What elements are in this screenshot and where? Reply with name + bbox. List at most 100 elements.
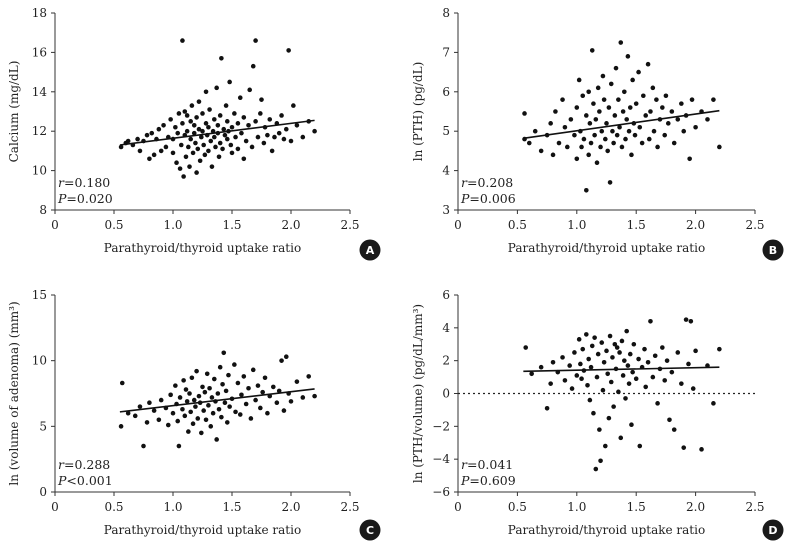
data-point — [550, 152, 556, 158]
data-point — [190, 150, 196, 156]
data-point — [206, 124, 211, 130]
data-point — [223, 388, 229, 394]
x-tick-label: 1.0 — [163, 500, 182, 514]
data-point — [210, 410, 216, 416]
data-point — [247, 87, 252, 93]
data-point — [611, 140, 616, 146]
x-tick-label: 2.5 — [745, 218, 764, 232]
y-tick-label: 16 — [32, 45, 47, 59]
data-point — [163, 144, 169, 150]
data-point — [562, 124, 568, 130]
data-point — [207, 107, 212, 112]
data-point — [174, 160, 179, 166]
data-point — [683, 317, 689, 322]
data-point — [610, 128, 615, 134]
data-point — [243, 401, 249, 407]
data-point — [184, 113, 190, 118]
data-point — [605, 371, 610, 377]
r-value: =0.208 — [467, 175, 513, 190]
data-point — [267, 117, 273, 122]
data-point — [624, 117, 629, 122]
data-point — [607, 180, 613, 185]
regression-line — [119, 119, 315, 146]
data-point — [646, 136, 652, 142]
data-point — [632, 132, 638, 138]
data-point — [564, 144, 570, 150]
data-point — [630, 77, 635, 83]
data-point — [194, 115, 199, 120]
x-axis-title: Parathyroid/thyroid uptake ratio — [104, 523, 301, 537]
y-tick-label: 2 — [442, 354, 450, 368]
y-tick-label: −6 — [432, 485, 450, 499]
data-point — [589, 343, 595, 349]
data-point — [283, 126, 289, 132]
data-point — [216, 154, 222, 160]
data-point — [569, 386, 575, 391]
data-point — [286, 48, 291, 53]
panel-badge-label: C — [366, 524, 374, 537]
data-point — [239, 130, 244, 136]
data-point — [601, 360, 607, 365]
x-tick-label: 1.5 — [222, 500, 241, 514]
data-point — [626, 381, 632, 386]
y-tick-label: 0 — [442, 387, 450, 401]
data-point — [191, 397, 197, 403]
data-point — [180, 406, 185, 412]
p-symbol: P — [57, 473, 67, 488]
data-point — [213, 144, 218, 150]
data-point — [522, 111, 527, 116]
data-point — [246, 385, 251, 391]
data-point — [593, 466, 599, 472]
data-point — [144, 132, 150, 138]
data-point — [619, 338, 625, 344]
data-point — [665, 121, 671, 126]
data-point — [151, 408, 157, 413]
data-point — [184, 128, 190, 134]
y-tick-label: 12 — [32, 124, 47, 138]
data-point — [212, 134, 217, 140]
data-point — [195, 416, 201, 421]
y-axis-title: ln (PTH/volume) (pg/dL/mm³) — [411, 304, 425, 483]
data-point — [274, 400, 280, 405]
panel-badge-circle — [359, 239, 381, 261]
data-point — [618, 40, 624, 45]
x-tick-label: 2.0 — [281, 500, 300, 514]
data-point — [574, 105, 580, 110]
data-point — [562, 378, 568, 383]
data-point — [650, 85, 656, 91]
data-point — [250, 367, 256, 373]
data-point — [688, 318, 694, 324]
data-point — [639, 140, 645, 146]
data-point — [170, 410, 176, 416]
data-point — [151, 152, 157, 158]
data-point — [645, 61, 651, 67]
data-point — [548, 121, 553, 126]
data-point — [597, 109, 602, 114]
data-point — [538, 364, 544, 370]
data-point — [300, 134, 306, 140]
data-point — [168, 392, 173, 398]
data-point — [650, 374, 656, 380]
data-point — [222, 132, 228, 138]
data-points — [118, 38, 317, 179]
data-point — [232, 111, 237, 116]
y-tick-label: −2 — [432, 419, 450, 433]
data-point — [585, 382, 590, 388]
data-point — [170, 150, 176, 156]
data-point — [195, 146, 201, 152]
data-point — [626, 128, 632, 134]
data-point — [258, 111, 263, 116]
data-point — [693, 348, 698, 354]
data-point — [200, 128, 205, 134]
data-point — [233, 134, 238, 140]
data-point — [611, 404, 616, 409]
data-point — [679, 381, 684, 386]
r-symbol: r — [58, 175, 65, 190]
data-point — [641, 93, 646, 99]
data-point — [241, 156, 247, 162]
data-point — [196, 99, 202, 104]
data-point — [595, 351, 601, 357]
data-point — [591, 410, 596, 416]
data-point — [288, 399, 294, 404]
panel-d: 0 0.5 1.0 1.5 2.0 2.5 −6 −4 −2 0 2 4 6 Parathyroid/th… — [411, 288, 784, 541]
